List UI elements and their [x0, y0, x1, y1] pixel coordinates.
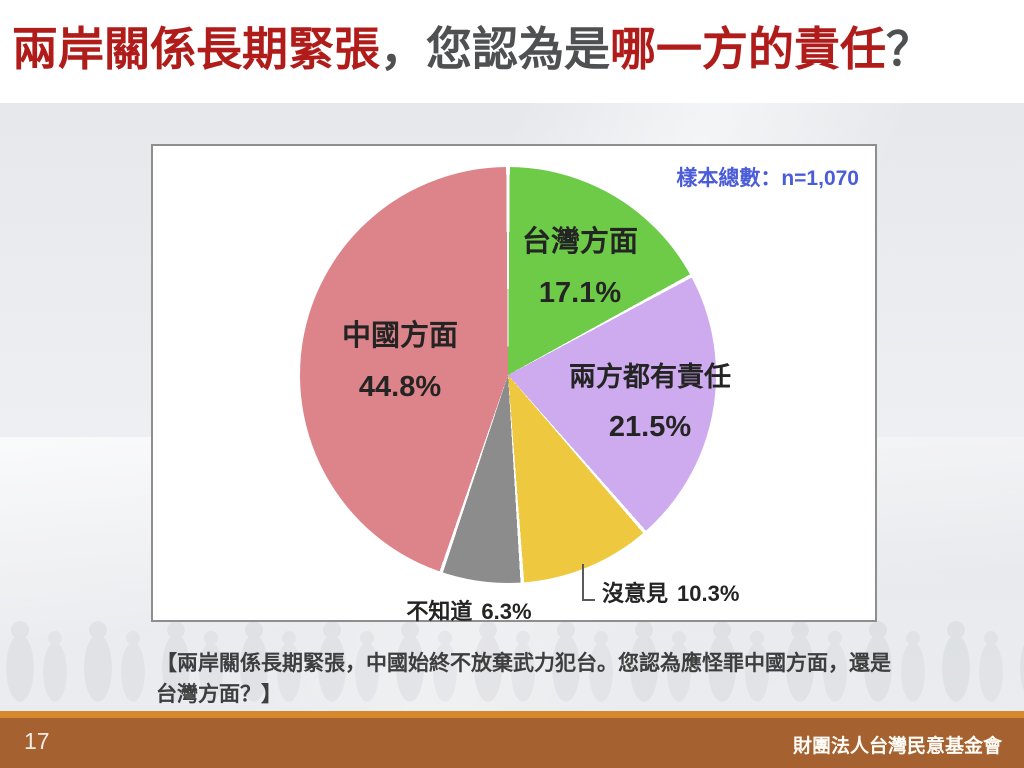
pie-label-dont-know: 不知道 6.3%: [404, 594, 534, 626]
pie-label-both-sides-name: 兩方都有責任: [569, 362, 731, 392]
title-segment-gray-2: ？: [886, 23, 932, 75]
sample-size-note: 樣本總數：n=1,070: [676, 167, 859, 190]
pie-label-no-opinion-pct: 10.3%: [677, 581, 740, 606]
crowd-watermark: [0, 616, 1024, 711]
chart-panel: 樣本總數：n=1,070 台灣方面 17.1% 中國方面 44.8% 兩方都有責…: [151, 144, 877, 624]
survey-question-caption: 【兩岸關係長期緊張，中國始終不放棄武力犯台。您認為應怪罪中國方面，還是台灣方面？…: [156, 652, 891, 706]
pie-label-taiwan: 台灣方面 17.1%: [470, 228, 690, 308]
title-segment-gray-1: ，您認為是: [380, 23, 610, 75]
pie-label-china: 中國方面 44.8%: [290, 322, 510, 402]
title-segment-red-2: 哪一方的責任: [610, 23, 886, 75]
pie-label-both-sides-pct: 21.5%: [608, 411, 692, 443]
page-number: 17: [24, 728, 50, 754]
title-segment-red-1: 兩岸關係長期緊張: [12, 23, 380, 75]
pie-label-taiwan-pct: 17.1%: [538, 277, 622, 309]
pie-label-taiwan-name: 台灣方面: [521, 226, 638, 258]
slide-title: 兩岸關係長期緊張，您認為是哪一方的責任？: [12, 20, 1012, 80]
no-opinion-callout-line: [582, 564, 595, 601]
pie-label-no-opinion: 沒意見 10.3%: [602, 576, 739, 608]
pie-label-dont-know-pct: 6.3%: [481, 599, 532, 624]
organization-name: 財團法人台灣民意基金會: [792, 736, 1002, 757]
pie-label-china-name: 中國方面: [341, 320, 458, 352]
footer-bar: 17 財團法人台灣民意基金會: [0, 718, 1024, 768]
pie-chart: [300, 167, 716, 583]
pie-label-china-pct: 44.8%: [358, 371, 442, 403]
pie-label-both-sides: 兩方都有責任 21.5%: [505, 364, 795, 442]
pie-label-dont-know-name: 不知道: [406, 599, 473, 624]
pie-label-no-opinion-name: 沒意見: [602, 581, 669, 606]
footer-accent-stripe: [0, 711, 1024, 718]
